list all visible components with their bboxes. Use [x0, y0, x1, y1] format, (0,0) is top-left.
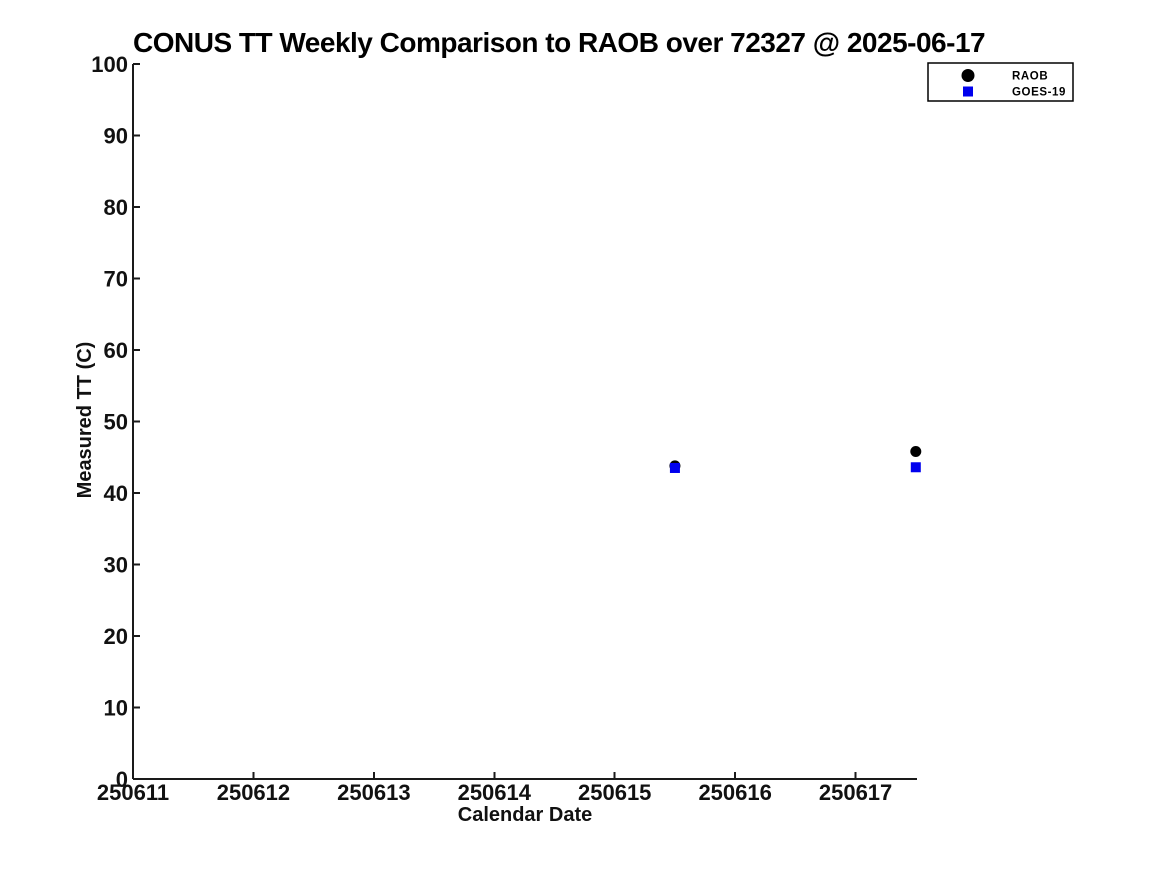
- y-tick-label: 60: [104, 338, 128, 363]
- chart-title: CONUS TT Weekly Comparison to RAOB over …: [133, 27, 986, 58]
- legend-label-raob: RAOB: [1012, 71, 1048, 83]
- y-tick-label: 80: [104, 195, 128, 220]
- y-tick-label: 100: [91, 52, 128, 77]
- y-axis-label: Measured TT (C): [74, 341, 96, 499]
- legend-label-goes-19: GOES-19: [1012, 87, 1066, 99]
- x-axis-label: Calendar Date: [457, 804, 593, 826]
- y-tick-label: 90: [104, 124, 128, 149]
- y-tick-label: 40: [104, 481, 128, 506]
- data-point-raob: [910, 446, 922, 458]
- data-point-goes-19: [910, 462, 921, 473]
- x-tick-label: 250616: [698, 780, 771, 805]
- y-tick-label: 0: [116, 767, 128, 792]
- legend-box: [927, 62, 1074, 102]
- y-tick-label: 10: [104, 696, 128, 721]
- x-tick-label: 250612: [217, 780, 290, 805]
- y-tick-label: 70: [104, 267, 128, 292]
- x-tick-label: 250611: [97, 780, 169, 805]
- x-tick-label: 250617: [819, 780, 892, 805]
- x-tick-label: 250614: [458, 780, 532, 805]
- y-tick-label: 50: [104, 410, 128, 435]
- y-tick-label: 30: [104, 553, 128, 578]
- x-tick-label: 250615: [578, 780, 651, 805]
- x-tick-label: 250613: [337, 780, 410, 805]
- data-point-goes-19: [669, 462, 680, 473]
- y-tick-label: 20: [104, 624, 128, 649]
- legend-marker-raob: [961, 69, 975, 82]
- legend-marker-goes-19: [963, 86, 973, 97]
